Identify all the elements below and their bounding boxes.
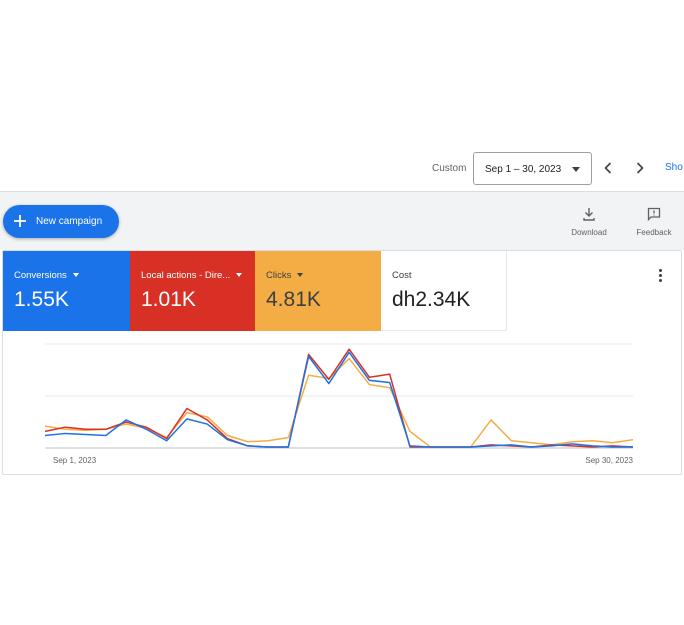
more-options-button[interactable] [653, 267, 667, 285]
more-vert-icon [658, 269, 662, 272]
caret-down-icon [297, 273, 304, 278]
metric-label: Local actions - Dire... [141, 270, 243, 281]
feedback-button[interactable]: Feedback [629, 206, 679, 238]
performance-card: Sep 1, 2023 Sep 30, 2023 Conversions 1.55… [2, 250, 682, 475]
x-tick-end: Sep 30, 2023 [585, 456, 633, 465]
metric-value: dh2.34K [392, 288, 471, 311]
metric-cost[interactable]: Cost dh2.34K [381, 251, 507, 331]
metric-value: 1.01K [141, 288, 196, 311]
x-tick-start: Sep 1, 2023 [53, 456, 97, 465]
caret-down-icon [72, 273, 79, 278]
new-campaign-label: New campaign [36, 216, 103, 227]
metric-value: 4.81K [266, 288, 321, 311]
date-range-select[interactable]: Sep 1 – 30, 2023 [473, 152, 592, 185]
metric-clicks[interactable]: Clicks 4.81K [255, 251, 381, 331]
metric-label: Cost [392, 270, 412, 281]
feedback-label: Feedback [636, 228, 672, 237]
previous-period-button[interactable] [598, 158, 618, 178]
metric-value: 1.55K [14, 288, 69, 311]
metric-label: Clicks [266, 270, 304, 281]
download-icon [583, 208, 595, 221]
custom-label: Custom [432, 163, 467, 174]
next-period-button[interactable] [630, 158, 650, 178]
chevron-right-icon [636, 162, 644, 174]
metric-label: Conversions [14, 270, 79, 281]
action-panel: New campaign Download Feedback [0, 191, 684, 250]
caret-down-icon [572, 167, 580, 172]
date-range-value: Sep 1 – 30, 2023 [485, 164, 562, 175]
show-link[interactable]: Sho [665, 162, 683, 173]
chevron-left-icon [604, 162, 612, 174]
new-campaign-button[interactable]: New campaign [3, 205, 119, 238]
series-line-0 [44, 351, 633, 448]
plus-icon [14, 215, 26, 227]
metric-local-actions[interactable]: Local actions - Dire... 1.01K [130, 251, 255, 331]
download-label: Download [571, 228, 607, 237]
metric-conversions[interactable]: Conversions 1.55K [3, 251, 130, 331]
date-toolbar: Custom Sep 1 – 30, 2023 Sho [0, 150, 684, 190]
feedback-icon [647, 207, 661, 222]
series-line-1 [44, 348, 634, 448]
series-line-2 [44, 357, 634, 448]
caret-down-icon [236, 273, 243, 278]
download-button[interactable]: Download [564, 206, 614, 238]
